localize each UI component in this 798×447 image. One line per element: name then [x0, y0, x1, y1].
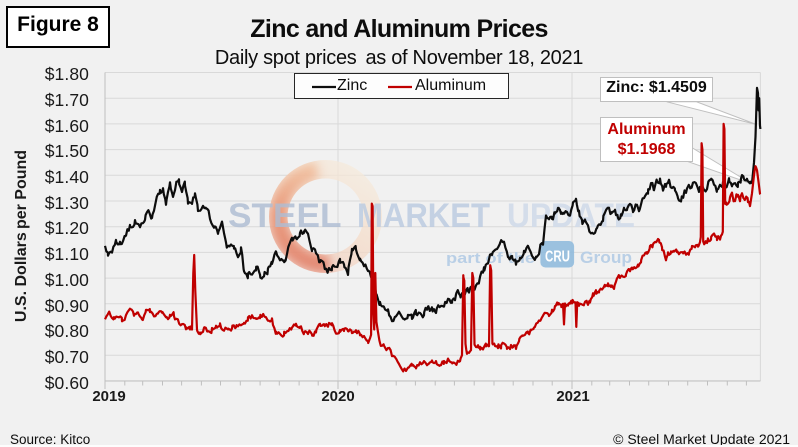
svg-text:CRU: CRU: [545, 249, 570, 266]
svg-text:Group: Group: [580, 248, 632, 267]
svg-text:part of the: part of the: [446, 251, 535, 267]
svg-text:MARKET: MARKET: [357, 197, 490, 235]
svg-text:STEEL: STEEL: [228, 197, 342, 235]
